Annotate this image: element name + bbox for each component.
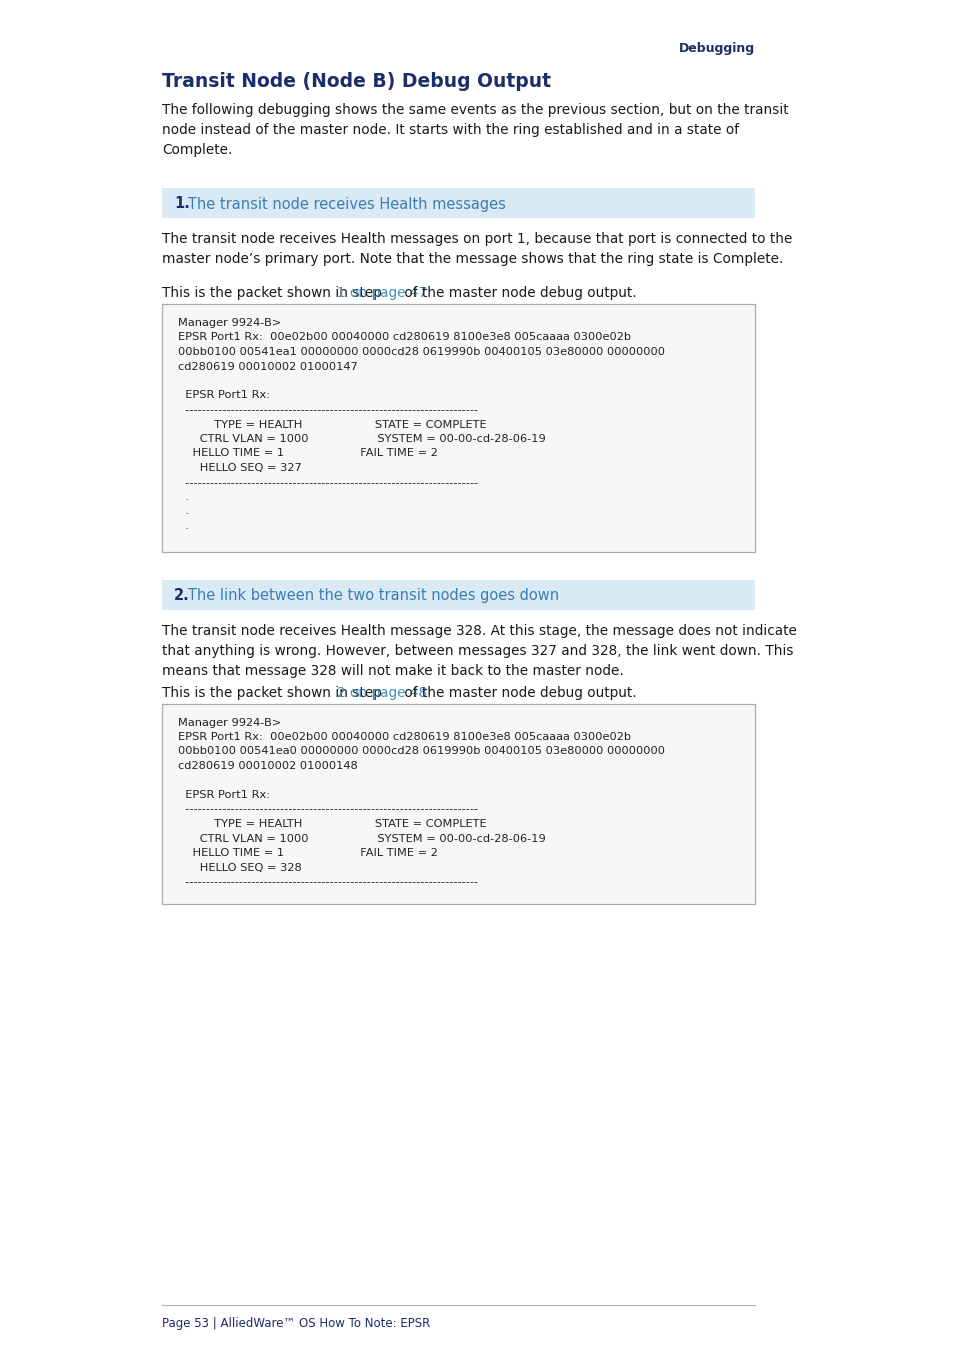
FancyBboxPatch shape [162, 304, 754, 552]
Text: The transit node receives Health messages on port 1, because that port is connec: The transit node receives Health message… [162, 232, 792, 266]
Text: 00bb0100 00541ea0 00000000 0000cd28 0619990b 00400105 03e80000 00000000: 00bb0100 00541ea0 00000000 0000cd28 0619… [178, 747, 664, 756]
Text: -----------------------------------------------------------------------: ----------------------------------------… [178, 405, 477, 414]
Text: .: . [178, 491, 189, 502]
FancyBboxPatch shape [162, 188, 754, 217]
FancyBboxPatch shape [162, 579, 754, 609]
Text: CTRL VLAN = 1000                   SYSTEM = 00-00-cd-28-06-19: CTRL VLAN = 1000 SYSTEM = 00-00-cd-28-06… [178, 833, 545, 844]
Text: HELLO TIME = 1                     FAIL TIME = 2: HELLO TIME = 1 FAIL TIME = 2 [178, 448, 437, 459]
Text: Transit Node (Node B) Debug Output: Transit Node (Node B) Debug Output [162, 72, 551, 90]
Text: 00bb0100 00541ea1 00000000 0000cd28 0619990b 00400105 03e80000 00000000: 00bb0100 00541ea1 00000000 0000cd28 0619… [178, 347, 664, 356]
Text: The link between the two transit nodes goes down: The link between the two transit nodes g… [173, 589, 558, 603]
Text: .: . [178, 521, 189, 531]
Text: 1.: 1. [173, 197, 190, 212]
Text: Manager 9924-B>: Manager 9924-B> [178, 319, 281, 328]
Text: EPSR Port1 Rx:  00e02b00 00040000 cd280619 8100e3e8 005caaaa 0300e02b: EPSR Port1 Rx: 00e02b00 00040000 cd28061… [178, 732, 631, 742]
Text: The transit node receives Health messages: The transit node receives Health message… [173, 197, 505, 212]
Text: cd280619 00010002 01000147: cd280619 00010002 01000147 [178, 362, 357, 371]
Text: EPSR Port1 Rx:: EPSR Port1 Rx: [178, 390, 270, 401]
Text: EPSR Port1 Rx:: EPSR Port1 Rx: [178, 790, 270, 801]
Text: The following debugging shows the same events as the previous section, but on th: The following debugging shows the same e… [162, 103, 788, 157]
Text: CTRL VLAN = 1000                   SYSTEM = 00-00-cd-28-06-19: CTRL VLAN = 1000 SYSTEM = 00-00-cd-28-06… [178, 433, 545, 444]
Text: 2.: 2. [173, 589, 190, 603]
Text: 1 on page 47: 1 on page 47 [336, 286, 427, 300]
Text: HELLO SEQ = 327: HELLO SEQ = 327 [178, 463, 301, 472]
Text: -----------------------------------------------------------------------: ----------------------------------------… [178, 878, 477, 887]
Text: Manager 9924-B>: Manager 9924-B> [178, 717, 281, 728]
Text: EPSR Port1 Rx:  00e02b00 00040000 cd280619 8100e3e8 005caaaa 0300e02b: EPSR Port1 Rx: 00e02b00 00040000 cd28061… [178, 332, 631, 343]
Text: Page 53 | AlliedWare™ OS How To Note: EPSR: Page 53 | AlliedWare™ OS How To Note: EP… [162, 1318, 430, 1330]
Text: HELLO SEQ = 328: HELLO SEQ = 328 [178, 863, 301, 872]
FancyBboxPatch shape [162, 703, 754, 903]
Text: HELLO TIME = 1                     FAIL TIME = 2: HELLO TIME = 1 FAIL TIME = 2 [178, 848, 437, 859]
Text: -----------------------------------------------------------------------: ----------------------------------------… [178, 478, 477, 487]
Text: -----------------------------------------------------------------------: ----------------------------------------… [178, 805, 477, 814]
Text: Debugging: Debugging [679, 42, 754, 55]
Text: of the master node debug output.: of the master node debug output. [400, 286, 637, 300]
Text: cd280619 00010002 01000148: cd280619 00010002 01000148 [178, 761, 357, 771]
Text: TYPE = HEALTH                    STATE = COMPLETE: TYPE = HEALTH STATE = COMPLETE [178, 819, 486, 829]
Text: TYPE = HEALTH                    STATE = COMPLETE: TYPE = HEALTH STATE = COMPLETE [178, 420, 486, 429]
Text: The transit node receives Health message 328. At this stage, the message does no: The transit node receives Health message… [162, 624, 796, 678]
Text: This is the packet shown in step: This is the packet shown in step [162, 686, 386, 699]
Text: 2 on page 48: 2 on page 48 [336, 686, 427, 699]
Text: .: . [178, 506, 189, 517]
Text: This is the packet shown in step: This is the packet shown in step [162, 286, 386, 300]
Text: of the master node debug output.: of the master node debug output. [400, 686, 637, 699]
